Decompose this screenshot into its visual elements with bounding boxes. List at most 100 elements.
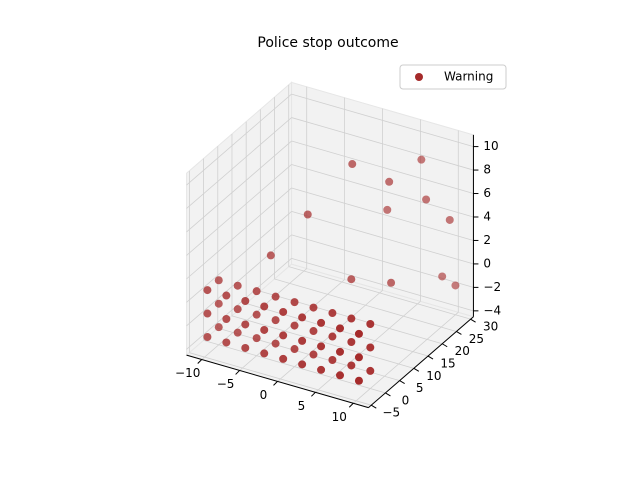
tick-mark: [441, 343, 448, 348]
point: [260, 302, 269, 311]
point: [279, 354, 288, 363]
z-tick-label: 2: [483, 233, 491, 247]
x-tick-label: −10: [175, 366, 200, 380]
point: [271, 339, 280, 348]
point: [383, 205, 392, 214]
tick-mark: [311, 391, 316, 397]
point: [422, 195, 431, 204]
point: [336, 347, 345, 356]
x-tick-label: 0: [260, 388, 268, 402]
grid-line: [186, 258, 292, 350]
point: [203, 309, 212, 318]
grid-line: [288, 266, 471, 320]
y-tick-label: 0: [402, 393, 410, 407]
point: [354, 376, 363, 385]
grid-line: [291, 117, 474, 171]
point: [354, 329, 363, 338]
point: [252, 334, 261, 343]
tick-mark: [273, 381, 278, 386]
tick-mark: [470, 318, 476, 323]
point: [328, 332, 337, 341]
axis-line: [186, 354, 369, 409]
point: [252, 287, 261, 296]
point: [354, 353, 363, 362]
grid-line: [186, 187, 292, 280]
point: [317, 365, 326, 374]
point: [203, 333, 212, 342]
tick-mark: [399, 380, 405, 385]
grid-line: [186, 117, 292, 209]
tick-mark: [235, 370, 240, 375]
grid-line: [186, 234, 292, 327]
point: [266, 251, 275, 260]
legend-label: Warning: [444, 70, 493, 84]
point: [233, 305, 242, 314]
tick-mark: [456, 331, 462, 335]
z-tick-label: −2: [483, 280, 501, 294]
z-tick-label: 8: [483, 163, 491, 177]
point: [336, 371, 345, 380]
point: [241, 297, 250, 306]
grid-line: [274, 278, 457, 332]
point: [271, 292, 280, 301]
x-tick-label: 10: [332, 410, 347, 424]
x-tick-label: 5: [298, 399, 306, 413]
point: [203, 286, 212, 295]
y-tick-label: 15: [440, 357, 455, 371]
point: [279, 331, 288, 340]
grid-line: [291, 257, 474, 312]
z-tick-label: 10: [483, 139, 498, 153]
point: [347, 275, 356, 284]
grid-line: [189, 352, 372, 406]
point: [366, 366, 375, 375]
x-tick-label: −5: [217, 377, 235, 391]
tick-mark: [197, 359, 203, 364]
chart-title: Police stop outcome: [257, 35, 398, 51]
point: [445, 215, 454, 224]
legend-box: [399, 64, 507, 90]
point: [347, 314, 356, 323]
legend-marker: [415, 73, 423, 81]
point: [347, 337, 356, 346]
point: [241, 343, 250, 352]
point: [347, 361, 356, 370]
grid-line: [186, 93, 292, 186]
y-tick-label: 30: [483, 320, 498, 334]
point: [328, 309, 337, 318]
grid-line: [186, 140, 292, 233]
y-tick-label: −5: [382, 406, 400, 420]
point: [417, 155, 426, 164]
point: [222, 338, 231, 347]
point: [298, 360, 307, 369]
point: [336, 324, 345, 333]
tick-mark: [427, 355, 434, 360]
grid-line: [353, 312, 459, 404]
tick-mark: [413, 367, 420, 372]
point: [366, 343, 375, 352]
grid-line: [291, 140, 474, 194]
point: [366, 319, 375, 328]
grid-line: [203, 340, 386, 394]
point: [309, 303, 318, 312]
point: [222, 291, 231, 300]
point: [298, 313, 307, 322]
grid-line: [291, 211, 474, 265]
y-tick-label: 5: [416, 381, 424, 395]
point: [252, 310, 261, 319]
point: [309, 327, 318, 336]
point: [298, 336, 307, 345]
point: [348, 160, 357, 169]
point: [233, 328, 242, 337]
z-tick-label: 4: [483, 209, 491, 223]
tick-mark: [371, 404, 377, 409]
point: [233, 281, 242, 290]
grid-line: [186, 164, 292, 256]
z-tick-label: 0: [483, 256, 491, 270]
grid-line: [186, 211, 292, 303]
point: [387, 278, 396, 287]
point: [271, 316, 280, 325]
tick-mark: [385, 392, 391, 397]
point: [385, 177, 394, 186]
point: [451, 281, 460, 290]
point: [328, 355, 337, 364]
